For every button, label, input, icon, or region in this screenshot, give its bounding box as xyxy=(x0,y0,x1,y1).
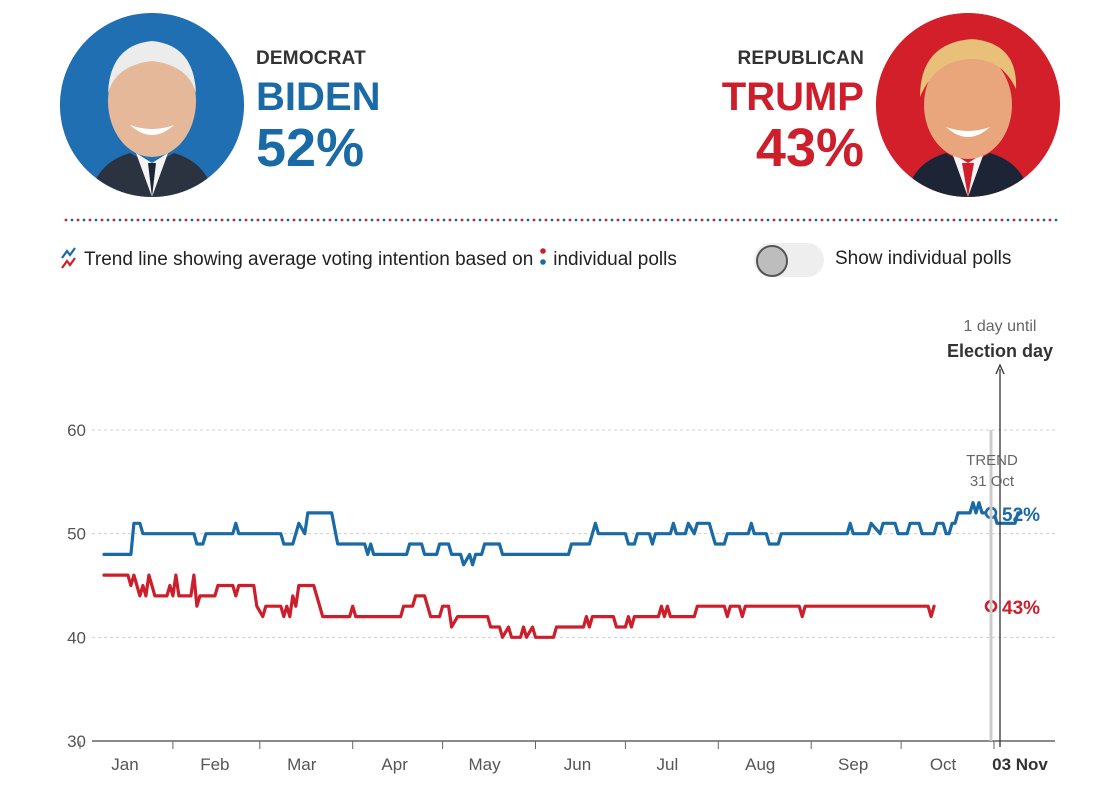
election-countdown: 1 day until xyxy=(964,318,1037,335)
x-tick-label-feb: Feb xyxy=(200,755,229,774)
x-tick-label-apr: Apr xyxy=(381,755,408,774)
y-tick-label-30: 30 xyxy=(67,732,86,751)
x-tick-label-jan: Jan xyxy=(111,755,138,774)
chart-legend: Trend line showing average voting intent… xyxy=(60,245,720,275)
x-tick-label-may: May xyxy=(468,755,501,774)
series-line-biden xyxy=(102,501,1023,567)
y-tick-label-50: 50 xyxy=(67,525,86,544)
democrat-candidate-name: BIDEN xyxy=(256,75,381,119)
y-tick-label-60: 60 xyxy=(67,421,86,440)
republican-summary: REPUBLICAN TRUMP 43% xyxy=(722,48,864,176)
election-date-label: 03 Nov xyxy=(992,755,1048,774)
republican-candidate-name: TRUMP xyxy=(721,75,864,119)
poll-dots-icon xyxy=(540,248,547,265)
democrat-percent: 52% xyxy=(256,118,365,178)
chart-series: 52% 43% xyxy=(102,501,1040,639)
chart-axes: 30 40 50 60 Jan Feb Mar Apr May Jun Jul Aug Sep Oct xyxy=(67,421,1055,774)
section-divider xyxy=(64,218,1060,222)
trend-label: TREND xyxy=(966,452,1018,469)
chart-gridlines xyxy=(92,429,1055,638)
toggle-knob xyxy=(756,245,788,277)
y-tick-label-40: 40 xyxy=(67,628,86,647)
series-endpoint-biden xyxy=(984,506,998,520)
x-tick-label-jul: Jul xyxy=(656,755,678,774)
toggle-label: Show individual polls xyxy=(835,248,1012,269)
democrat-party-label: DEMOCRAT xyxy=(256,48,366,69)
trend-line-icon xyxy=(61,247,76,269)
republican-party-label: REPUBLICAN xyxy=(737,48,864,69)
series-line-trump xyxy=(102,573,936,639)
x-tick-label-aug: Aug xyxy=(745,755,775,774)
legend-text-polls: individual polls xyxy=(553,249,677,270)
show-individual-polls-toggle[interactable] xyxy=(754,243,824,277)
series-end-label-trump: 43% xyxy=(1002,598,1040,619)
chart-annotations: 1 day until Election day 03 Nov TREND 31 Oct xyxy=(947,318,1053,774)
series-endpoint-trump xyxy=(984,599,998,613)
biden-portrait xyxy=(60,13,244,197)
series-end-label-biden: 52% xyxy=(1002,505,1040,526)
trend-date-label: 31 Oct xyxy=(970,473,1015,490)
trump-portrait xyxy=(876,13,1060,197)
x-tick-label-sep: Sep xyxy=(838,755,868,774)
x-tick-label-mar: Mar xyxy=(287,755,317,774)
republican-percent: 43% xyxy=(755,118,864,178)
x-tick-label-oct: Oct xyxy=(930,755,957,774)
x-tick-label-jun: Jun xyxy=(564,755,591,774)
election-arrow-icon xyxy=(995,363,1005,375)
democrat-summary: DEMOCRAT BIDEN 52% xyxy=(256,48,380,176)
legend-text-trend: Trend line showing average voting intent… xyxy=(84,249,534,270)
election-day-title: Election day xyxy=(947,341,1053,361)
